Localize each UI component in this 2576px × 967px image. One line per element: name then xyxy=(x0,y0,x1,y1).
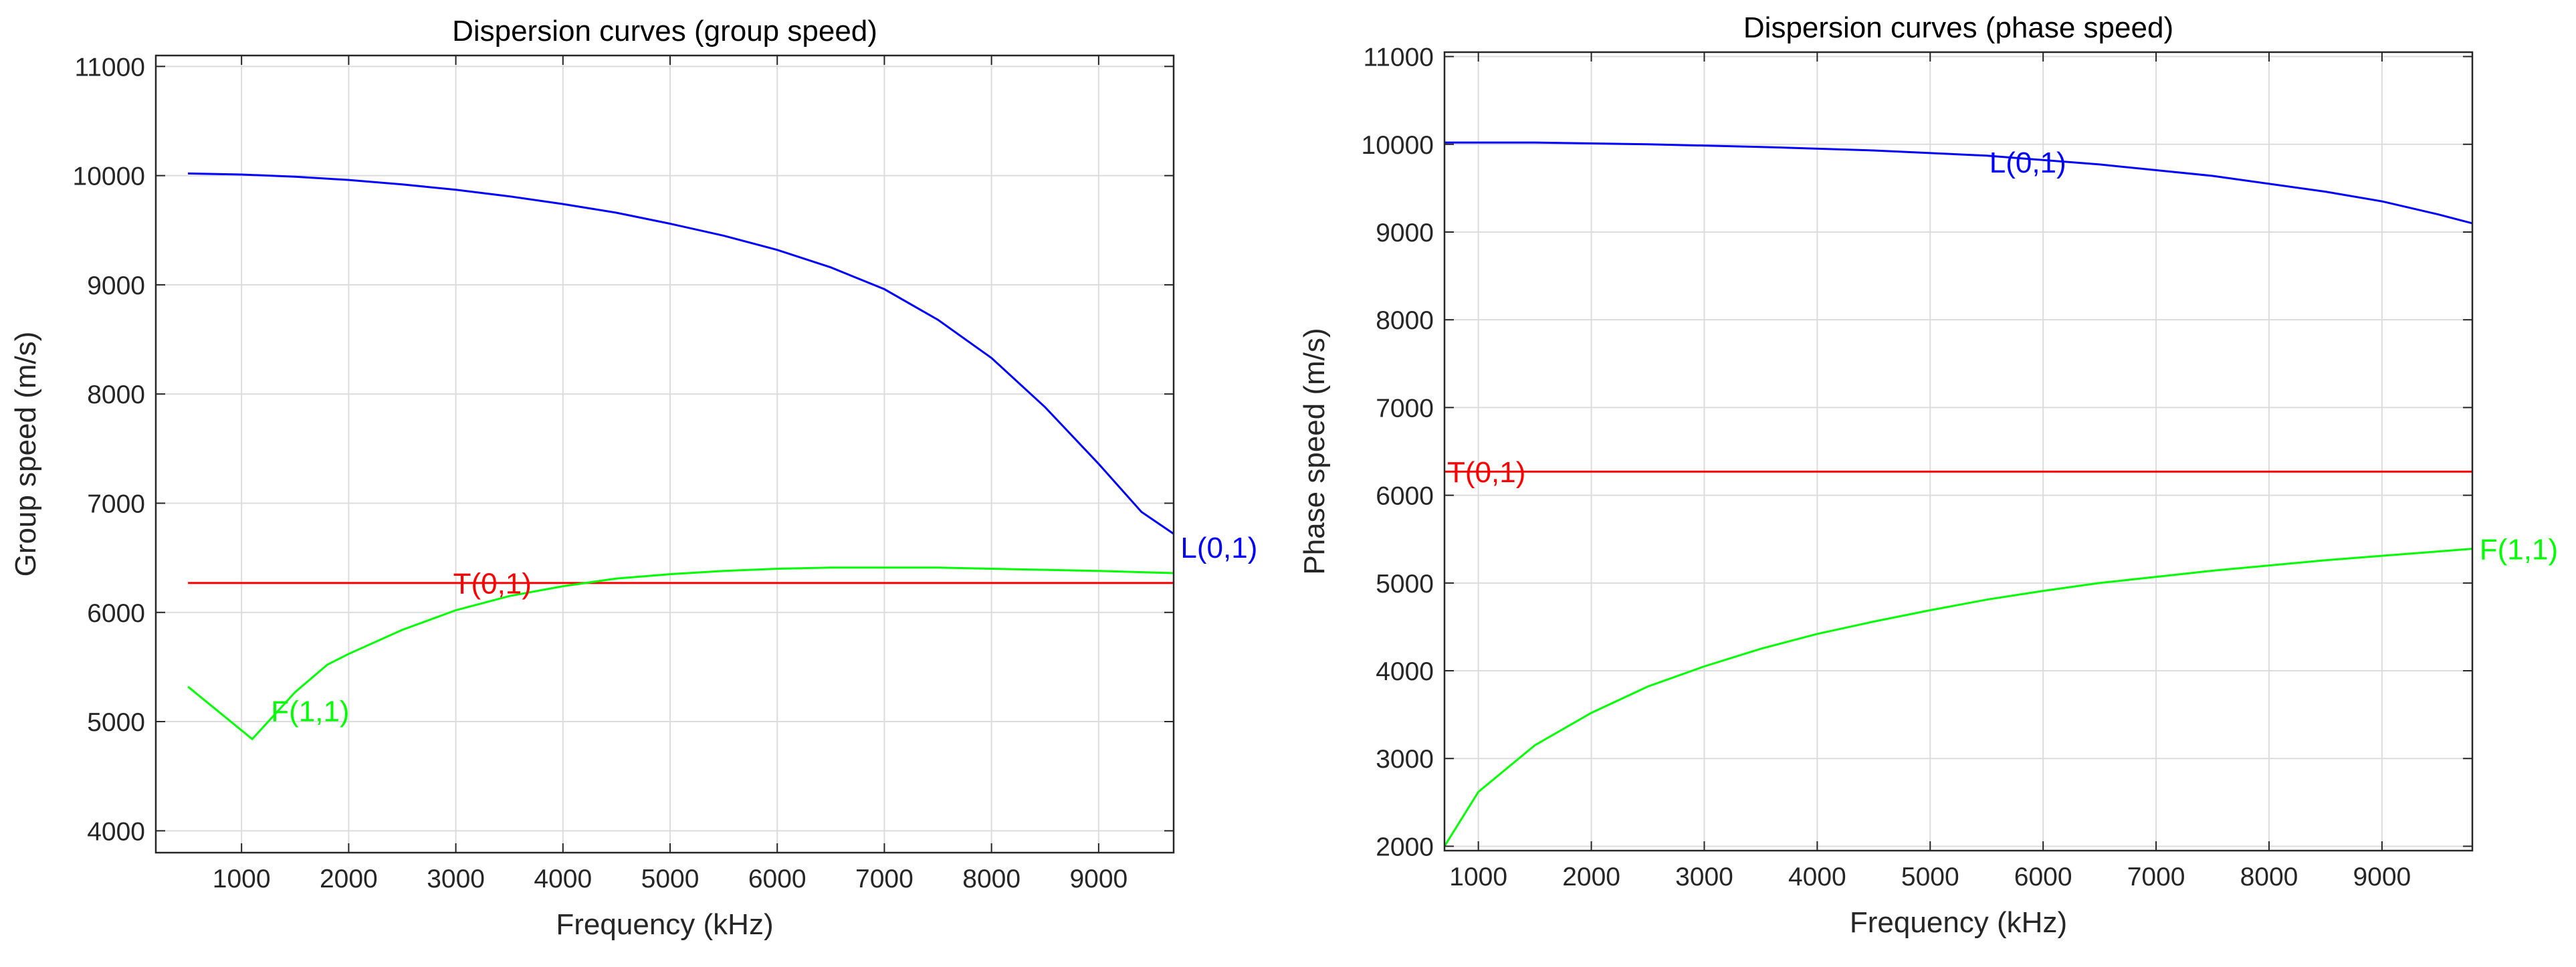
group-y-tick-label: 6000 xyxy=(87,599,145,628)
group-axes-frame xyxy=(154,54,1175,854)
group-series-label-t-0-1: T(0,1) xyxy=(453,568,532,601)
phase-x-tick-label: 7000 xyxy=(2127,863,2185,891)
phase-axes-frame xyxy=(1443,51,2474,852)
phase-y-tick-label: 7000 xyxy=(1376,394,1434,423)
group-y-tick-label: 10000 xyxy=(73,163,145,191)
group-speed-chart: 1000 2000 3000 4000 5000 6000 7000 8000 9000 4000… xyxy=(9,15,1257,941)
phase-x-tick-label: 5000 xyxy=(1901,863,1959,891)
group-x-tick-label: 4000 xyxy=(534,865,592,893)
group-y-tick-label: 7000 xyxy=(87,490,145,518)
group-x-tick-label: 9000 xyxy=(1069,865,1128,893)
group-y-tick-label: 9000 xyxy=(87,272,145,300)
phase-series-label-t-0-1: T(0,1) xyxy=(1447,456,1525,489)
group-series-line-f-1-1 xyxy=(187,566,1174,741)
group-plot-area xyxy=(156,56,1174,853)
phase-y-tick-label: 9000 xyxy=(1376,219,1434,247)
phase-plot-area xyxy=(1444,52,2472,851)
phase-x-tick-label: 3000 xyxy=(1675,863,1733,891)
phase-series-label-l-0-1: L(0,1) xyxy=(1990,146,2066,179)
group-x-tick-label: 7000 xyxy=(855,865,914,893)
phase-y-tick-label: 2000 xyxy=(1376,833,1434,861)
phase-chart-title: Dispersion curves (phase speed) xyxy=(1743,11,2173,44)
phase-y-tick-label: 6000 xyxy=(1376,482,1434,511)
phase-y-tick-label: 4000 xyxy=(1376,657,1434,686)
group-y-tick-label: 11000 xyxy=(74,53,145,82)
phase-x-tick-label: 6000 xyxy=(2014,863,2072,891)
phase-x-tick-label: 1000 xyxy=(1449,863,1507,891)
group-x-tick-label: 5000 xyxy=(641,865,700,893)
phase-x-tick-label: 9000 xyxy=(2353,863,2411,891)
phase-y-tick-label: 11000 xyxy=(1363,43,1434,72)
group-chart-title: Dispersion curves (group speed) xyxy=(452,15,877,47)
group-series-label-l-0-1: L(0,1) xyxy=(1180,532,1257,564)
group-x-tick-label: 2000 xyxy=(320,865,378,893)
phase-series-line-f-1-1 xyxy=(1444,548,2472,847)
group-y-tick-label: 5000 xyxy=(87,708,145,737)
group-x-tick-label: 1000 xyxy=(213,865,271,893)
phase-y-tick-label: 8000 xyxy=(1376,306,1434,335)
phase-x-tick-label: 4000 xyxy=(1788,863,1846,891)
phase-x-tick-label: 2000 xyxy=(1562,863,1620,891)
phase-x-tick-label: 8000 xyxy=(2240,863,2298,891)
phase-y-axis-label: Phase speed (m/s) xyxy=(1298,328,1331,574)
group-y-tick-label: 8000 xyxy=(87,381,145,409)
phase-speed-chart: 1000 2000 3000 4000 5000 6000 7000 8000 9000 2000… xyxy=(1298,11,2558,939)
group-series-line-l-0-1 xyxy=(188,172,1174,535)
group-y-axis-label: Group speed (m/s) xyxy=(9,332,42,577)
group-x-tick-label: 6000 xyxy=(748,865,807,893)
group-x-tick-label: 8000 xyxy=(962,865,1021,893)
group-series-label-f-1-1: F(1,1) xyxy=(271,695,349,728)
group-x-tick-label: 3000 xyxy=(427,865,485,893)
group-x-axis-label: Frequency (kHz) xyxy=(556,908,773,941)
phase-y-tick-label: 5000 xyxy=(1376,570,1434,599)
group-y-tick-label: 4000 xyxy=(87,817,145,846)
phase-y-tick-label: 10000 xyxy=(1362,131,1434,160)
phase-series-label-f-1-1: F(1,1) xyxy=(2480,534,2558,566)
phase-x-axis-label: Frequency (kHz) xyxy=(1850,906,2067,939)
phase-series-line-l-0-1 xyxy=(1444,141,2472,225)
phase-y-tick-label: 3000 xyxy=(1376,745,1434,774)
